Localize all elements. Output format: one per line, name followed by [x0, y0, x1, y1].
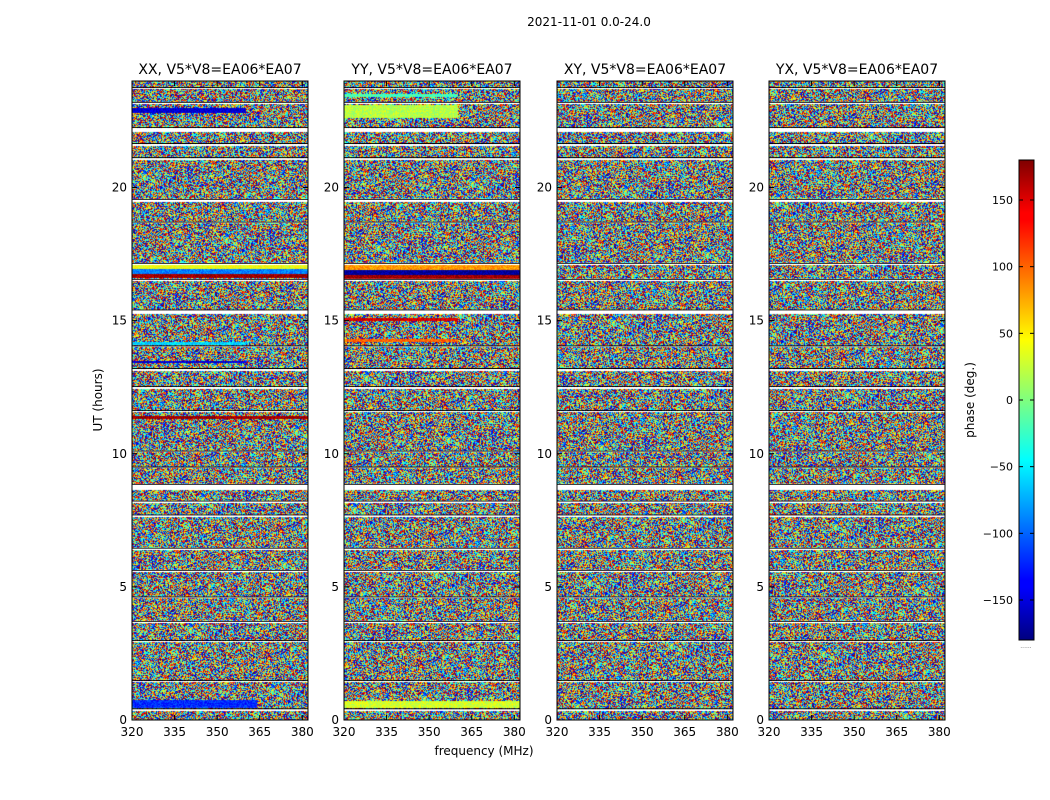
y-tick-label: 10 — [537, 447, 552, 461]
x-axis-label: frequency (MHz) — [434, 744, 533, 758]
heatmap-yx — [769, 81, 945, 720]
y-tick-label: 0 — [331, 713, 339, 727]
y-tick-label: 5 — [756, 580, 764, 594]
colorbar-label: phase (deg.) — [963, 362, 977, 438]
x-tick-label: 365 — [885, 725, 908, 739]
y-tick-label: 0 — [119, 713, 127, 727]
x-tick-label: 380 — [928, 725, 951, 739]
y-tick-label: 15 — [324, 314, 339, 328]
x-tick-label: 350 — [206, 725, 229, 739]
colorbar-tick-label: −150 — [983, 594, 1013, 607]
colorbar-tick-label: 50 — [999, 327, 1013, 340]
y-tick-label: 0 — [756, 713, 764, 727]
panel-yx: YX, V5*V8=EA06*EA07 320 335 350 365 380 0 5 10 15… — [749, 62, 951, 739]
x-tick-label: 320 — [333, 725, 356, 739]
panel-yy: YY, V5*V8=EA06*EA07 320 335 350 365 380 0 5 10 15… — [324, 62, 526, 739]
x-tick-label: 320 — [758, 725, 781, 739]
y-tick-label: 0 — [544, 713, 552, 727]
x-tick-label: 350 — [418, 725, 441, 739]
y-tick-label: 15 — [749, 314, 764, 328]
plot-frame — [768, 80, 946, 721]
plot-frame — [343, 80, 521, 721]
colorbar-tick-label: −50 — [990, 461, 1013, 474]
y-tick-label: 20 — [537, 181, 552, 195]
x-tick-label: 365 — [673, 725, 696, 739]
y-tick-label: 20 — [749, 181, 764, 195]
heatmap-xy — [557, 81, 733, 720]
figure-suptitle: 2021-11-01 0.0-24.0 — [527, 15, 651, 29]
y-tick-label: 5 — [331, 580, 339, 594]
panel-title: XY, V5*V8=EA06*EA07 — [564, 62, 726, 78]
y-tick-label: 20 — [324, 181, 339, 195]
x-tick-label: 335 — [800, 725, 823, 739]
y-tick-label: 5 — [544, 580, 552, 594]
x-tick-label: 350 — [843, 725, 866, 739]
x-tick-label: 380 — [291, 725, 314, 739]
x-tick-label: 335 — [163, 725, 186, 739]
panel-title: YY, V5*V8=EA06*EA07 — [350, 62, 512, 78]
x-tick-label: 320 — [121, 725, 144, 739]
x-tick-label: 380 — [716, 725, 739, 739]
x-tick-label: 365 — [460, 725, 483, 739]
y-tick-label: 10 — [324, 447, 339, 461]
y-axis-label: UT (hours) — [91, 368, 105, 431]
plot-frame — [556, 80, 734, 721]
y-tick-label: 10 — [112, 447, 127, 461]
y-tick-label: 15 — [112, 314, 127, 328]
x-tick-label: 335 — [588, 725, 611, 739]
x-tick-label: 320 — [546, 725, 569, 739]
y-tick-label: 5 — [119, 580, 127, 594]
colorbar-tick-label: 150 — [992, 194, 1013, 207]
y-tick-label: 15 — [537, 314, 552, 328]
y-tick-label: 20 — [112, 181, 127, 195]
heatmap-yy — [344, 81, 520, 720]
colorbar-tick-label: 100 — [992, 261, 1013, 274]
colorbar-footer: ...... — [1020, 643, 1032, 650]
panel-xy: XY, V5*V8=EA06*EA07 320 335 350 365 380 0 5 10 15… — [537, 62, 739, 739]
plot-frame — [131, 80, 309, 721]
colorbar-tick-label: −100 — [983, 527, 1013, 540]
colorbar-tick-label: 0 — [1006, 394, 1013, 407]
panel-xx: XX, V5*V8=EA06*EA07 320 335 350 365 380 0 5 10 15… — [112, 62, 314, 739]
x-tick-label: 350 — [631, 725, 654, 739]
x-tick-label: 380 — [503, 725, 526, 739]
x-tick-label: 335 — [375, 725, 398, 739]
x-tick-label: 365 — [248, 725, 271, 739]
panel-title: XX, V5*V8=EA06*EA07 — [138, 62, 301, 78]
panel-title: YX, V5*V8=EA06*EA07 — [775, 62, 938, 78]
y-tick-label: 10 — [749, 447, 764, 461]
heatmap-xx — [132, 81, 308, 720]
